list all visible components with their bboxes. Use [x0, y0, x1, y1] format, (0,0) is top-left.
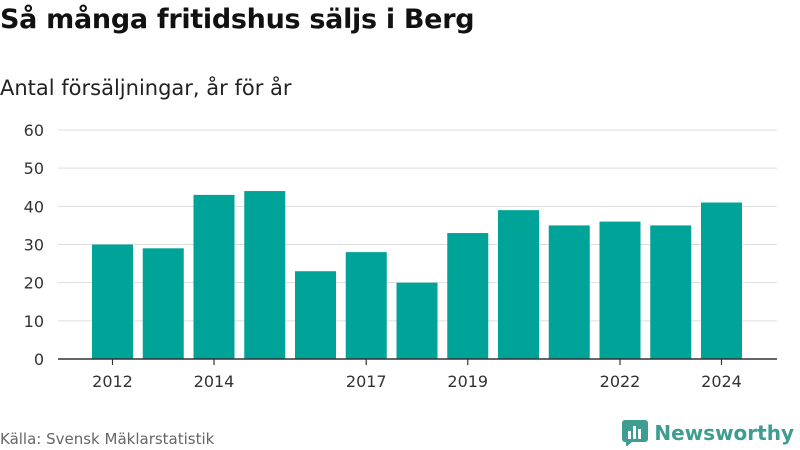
bar-2019 — [447, 233, 489, 359]
bar-2014 — [193, 194, 235, 359]
x-tick-label: 2014 — [194, 372, 235, 391]
bar-2012 — [92, 244, 133, 359]
source-note: Källa: Svensk Mäklarstatistik — [0, 430, 215, 448]
chart-title: Så många fritidshus säljs i Berg — [0, 4, 475, 35]
x-tick-label: 2022 — [600, 372, 641, 391]
x-axis-ticks: 2012 2014 2017 2019 2022 2024 — [92, 359, 742, 391]
bar-2023 — [650, 225, 692, 359]
bar-2020 — [498, 210, 539, 359]
x-tick-label: 2017 — [346, 372, 387, 391]
bar-2017 — [345, 252, 387, 359]
x-tick-label: 2019 — [447, 372, 488, 391]
y-tick-label: 20 — [24, 274, 44, 293]
bar-2015 — [244, 191, 286, 359]
y-tick-label: 0 — [34, 350, 44, 369]
bar-2024 — [701, 202, 742, 359]
y-tick-label: 60 — [24, 121, 44, 140]
chart-subtitle: Antal försäljningar, år för år — [0, 76, 292, 100]
bar-2021 — [548, 225, 590, 359]
bar-2018 — [396, 282, 438, 359]
y-tick-label: 50 — [24, 159, 44, 178]
bar-chart-logo-icon — [622, 420, 649, 446]
x-tick-label: 2024 — [701, 372, 742, 391]
bar-2022 — [599, 221, 641, 359]
y-tick-label: 40 — [24, 197, 44, 216]
bar-2016 — [295, 271, 336, 359]
y-tick-label: 30 — [24, 236, 44, 255]
bar-chart: 0 10 20 30 40 50 60 2012 2014 2017 2019 2022 2024 — [24, 121, 777, 391]
brand-logo: Newsworthy — [622, 420, 794, 446]
y-axis-ticks: 0 10 20 30 40 50 60 — [24, 121, 44, 369]
brand-name: Newsworthy — [654, 421, 794, 445]
y-tick-label: 10 — [24, 312, 44, 331]
bar-2013 — [142, 248, 184, 359]
bars — [92, 191, 742, 359]
x-tick-label: 2012 — [92, 372, 133, 391]
